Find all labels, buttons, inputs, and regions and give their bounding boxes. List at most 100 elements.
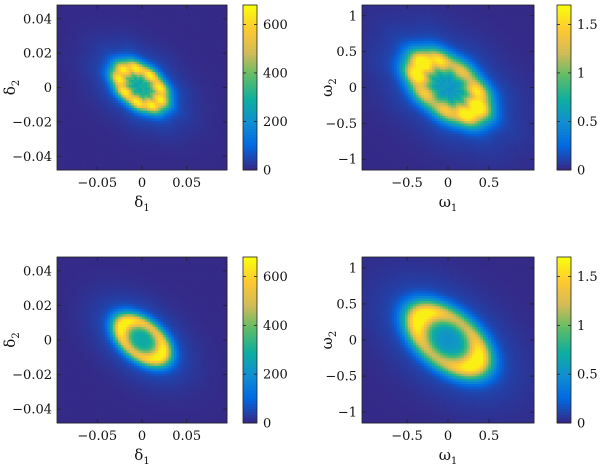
- heatmap-cell: [211, 144, 215, 148]
- heatmap-cell: [64, 53, 69, 57]
- heatmap-cell: [157, 38, 161, 42]
- heatmap-cell: [203, 30, 207, 34]
- heatmap-cell: [224, 110, 228, 114]
- heatmap-cell: [224, 167, 228, 171]
- heatmap-cell: [163, 12, 167, 16]
- heatmap-cell: [472, 15, 476, 19]
- heatmap-cell: [163, 151, 167, 155]
- heatmap-cell: [362, 33, 366, 37]
- heatmap-cell: [104, 136, 108, 140]
- heatmap-cell: [189, 118, 193, 122]
- heatmap-cell: [99, 139, 103, 143]
- heatmap-cell: [171, 128, 175, 132]
- heatmap-cell: [107, 167, 111, 171]
- heatmap-cell: [123, 115, 127, 119]
- heatmap-cell: [488, 12, 492, 16]
- heatmap-cell: [72, 121, 76, 124]
- heatmap-cell: [139, 123, 143, 127]
- heatmap-cell: [181, 38, 185, 42]
- heatmap-cell: [64, 100, 69, 104]
- heatmap-cell: [200, 123, 204, 127]
- heatmap-cell: [485, 28, 489, 32]
- heatmap-cell: [123, 74, 127, 78]
- heatmap-cell: [448, 23, 452, 27]
- heatmap-cell: [118, 51, 122, 55]
- heatmap-cell: [448, 20, 452, 24]
- heatmap-cell: [110, 10, 114, 14]
- heatmap-cell: [118, 69, 122, 73]
- heatmap-cell: [173, 72, 177, 76]
- heatmap-cell: [219, 139, 223, 143]
- heatmap-cell: [200, 74, 204, 78]
- heatmap-cell: [131, 126, 135, 130]
- heatmap-cell: [142, 133, 146, 137]
- heatmap-cell: [176, 164, 180, 168]
- heatmap-cell: [388, 7, 392, 11]
- heatmap-cell: [173, 149, 177, 153]
- heatmap-cell: [224, 72, 228, 76]
- heatmap-cell: [501, 12, 505, 16]
- heatmap-cell: [96, 131, 100, 135]
- heatmap-cell: [168, 77, 172, 81]
- heatmap-cell: [110, 144, 114, 148]
- heatmap-cell: [181, 64, 185, 68]
- heatmap-cell: [120, 7, 124, 11]
- heatmap-cell: [142, 105, 146, 109]
- heatmap-cell: [80, 100, 84, 104]
- heatmap-cell: [120, 56, 124, 60]
- heatmap-cell: [115, 53, 119, 57]
- heatmap-cell: [96, 17, 100, 21]
- heatmap-cell: [144, 61, 148, 65]
- heatmap-cell: [434, 7, 438, 11]
- heatmap-cell: [147, 56, 151, 60]
- heatmap-cell: [184, 79, 188, 83]
- heatmap-cell: [70, 15, 74, 19]
- heatmap-cell: [78, 128, 82, 132]
- heatmap-cell: [203, 61, 207, 65]
- heatmap-cell: [107, 128, 111, 132]
- heatmap-cell: [83, 72, 87, 76]
- heatmap-cell: [375, 20, 379, 24]
- heatmap-cell: [173, 157, 177, 161]
- heatmap-cell: [499, 15, 503, 19]
- heatmap-cell: [429, 17, 433, 21]
- heatmap-cell: [171, 108, 175, 112]
- heatmap-cell: [512, 25, 516, 29]
- heatmap-cell: [176, 118, 180, 122]
- heatmap-cell: [200, 84, 204, 88]
- heatmap-cell: [407, 5, 411, 8]
- heatmap-cell: [67, 35, 71, 39]
- heatmap-cell: [70, 72, 74, 76]
- heatmap-cell: [181, 79, 185, 83]
- heatmap-cell: [64, 108, 69, 112]
- heatmap-cell: [461, 17, 465, 21]
- heatmap-cell: [102, 7, 106, 11]
- heatmap-cell: [96, 28, 100, 32]
- heatmap-cell: [480, 25, 484, 29]
- heatmap-cell: [203, 64, 207, 68]
- heatmap-cell: [394, 20, 398, 24]
- heatmap-cell: [181, 35, 185, 39]
- heatmap-cell: [179, 64, 183, 68]
- heatmap-cell: [115, 102, 119, 106]
- heatmap-cell: [504, 25, 508, 29]
- heatmap-cell: [189, 133, 193, 137]
- heatmap-cell: [208, 53, 212, 57]
- heatmap-cell: [168, 28, 172, 32]
- heatmap-cell: [144, 164, 148, 168]
- heatmap-cell: [123, 51, 127, 55]
- heatmap-cell: [126, 33, 130, 37]
- heatmap-cell: [213, 105, 217, 109]
- heatmap-cell: [144, 146, 148, 150]
- heatmap-cell: [86, 51, 90, 55]
- heatmap-cell: [192, 82, 196, 86]
- heatmap-cell: [67, 64, 71, 68]
- heatmap-cell: [78, 133, 82, 137]
- heatmap-cell: [107, 77, 111, 81]
- heatmap-cell: [221, 157, 225, 161]
- colorbar-segment: [243, 115, 257, 119]
- heatmap-cell: [152, 48, 156, 52]
- heatmap-cell: [78, 121, 82, 124]
- heatmap-cell: [120, 126, 124, 130]
- heatmap-cell: [115, 123, 119, 127]
